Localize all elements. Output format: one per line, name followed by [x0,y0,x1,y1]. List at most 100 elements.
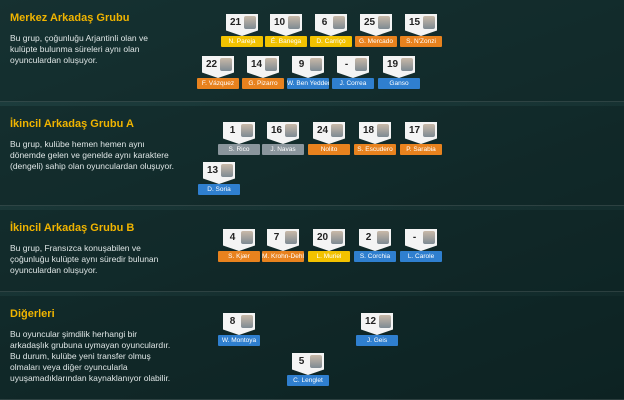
player-photo [220,58,232,71]
player-card[interactable]: 17 P. Sarabia [400,122,442,155]
player-number: 13 [206,165,219,176]
player-photo [333,16,345,29]
player-card[interactable]: - L. Carole [400,229,442,262]
player-name: D. Carriço [310,36,352,47]
player-number: 22 [205,59,218,70]
player-name: S. Kjær [218,251,260,262]
player-number: 21 [229,17,242,28]
player-number: 16 [270,125,283,136]
player-number: - [412,232,417,243]
player-name: É. Banega [265,36,307,47]
group-panel: İkincil Arkadaş Grubu A Bu grup, kulübe h… [0,106,624,206]
player-name: W. Ben Yedder [287,78,329,89]
player-number: 1 [229,125,236,136]
group-description: arkadaşlık grubuna uymayan oyunculardır. [10,340,171,350]
player-photo [423,16,435,29]
player-name: Nolito [308,144,350,155]
player-name: D. Soria [198,184,240,195]
player-number: 17 [408,125,421,136]
player-name: N. Pareja [221,36,263,47]
player-badge: 5 [292,353,324,375]
player-card[interactable]: 7 M. Krohn-Dehli [262,229,304,262]
group-panel: İkincil Arkadaş Grubu B Bu grup, Fransızc… [0,210,624,292]
group-description: çoğunluğu kulüpte aynı süredir bulunan [10,254,159,264]
player-number: 18 [362,125,375,136]
player-badge: 17 [405,122,437,144]
player-number: 6 [321,17,328,28]
player-photo [355,58,367,71]
player-card[interactable]: 8 W. Montoya [218,313,260,346]
player-card[interactable]: 2 S. Corchia [354,229,396,262]
player-name: G. Pizarro [242,78,284,89]
player-card[interactable]: 25 G. Mercado [355,14,397,47]
group-description: (dengeli) sahip olan oyunculardan oluşuy… [10,161,174,171]
player-badge: 8 [223,313,255,335]
player-badge: 10 [270,14,302,36]
player-card[interactable]: 4 S. Kjær [218,229,260,262]
player-card[interactable]: 18 S. Escudero [354,122,396,155]
player-photo [379,315,391,328]
player-name: J. Geis [356,335,398,346]
group-description: kulüpte bulunma süreleri aynı olan [10,44,140,54]
player-card[interactable]: 13 D. Soria [198,162,240,195]
group-description: uyuşamadıklarından kaynaklanıyor olabili… [10,373,171,383]
player-photo [310,58,322,71]
player-number: 2 [365,232,372,243]
player-card[interactable]: 21 N. Pareja [221,14,263,47]
player-photo [377,231,389,244]
player-badge: 12 [361,313,393,335]
group-description: olmaları veya diğer oyuncularla [10,362,128,372]
player-number: 7 [273,232,280,243]
player-photo [285,124,297,137]
group-description: Bu grup, Fransızca konuşabilen ve [10,243,141,253]
group-description: Bu grup, kulübe hemen hemen aynı [10,139,145,149]
player-name: L. Carole [400,251,442,262]
player-photo [285,231,297,244]
group-title: Diğerleri [10,308,55,320]
player-number: 10 [273,17,286,28]
player-card[interactable]: 12 J. Geis [356,313,398,346]
player-badge: 24 [313,122,345,144]
player-badge: 15 [405,14,437,36]
player-photo [310,355,322,368]
player-card[interactable]: 6 D. Carriço [310,14,352,47]
player-card[interactable]: 20 L. Muriel [308,229,350,262]
group-description: dönemde gelen ve genelde aynı karaktere [10,150,169,160]
player-card[interactable]: 5 C. Lenglet [287,353,329,386]
player-badge: 19 [383,56,415,78]
player-number: 24 [316,125,329,136]
player-badge: - [405,229,437,251]
player-card[interactable]: 15 S. N'Zonzi [400,14,442,47]
player-card[interactable]: 22 F. Vázquez [197,56,239,89]
player-card[interactable]: 10 É. Banega [265,14,307,47]
player-badge: - [337,56,369,78]
player-card[interactable]: 1 S. Rico [218,122,260,155]
player-photo [423,231,435,244]
player-card[interactable]: - J. Correa [332,56,374,89]
player-badge: 18 [359,122,391,144]
player-badge: 1 [223,122,255,144]
group-title: İkincil Arkadaş Grubu B [10,222,135,234]
player-name: Ganso [378,78,420,89]
group-description: oyunculardan oluşuyor. [10,265,98,275]
player-name: P. Sarabia [400,144,442,155]
player-name: L. Muriel [308,251,350,262]
player-number: 14 [250,59,263,70]
player-card[interactable]: 14 G. Pizarro [242,56,284,89]
player-number: 9 [298,59,305,70]
player-badge: 13 [203,162,235,184]
player-badge: 4 [223,229,255,251]
player-photo [221,164,233,177]
player-photo [288,16,300,29]
player-card[interactable]: 9 W. Ben Yedder [287,56,329,89]
player-card[interactable]: 24 Nolito [308,122,350,155]
player-card[interactable]: 19 Ganso [378,56,420,89]
player-name: G. Mercado [355,36,397,47]
player-name: M. Krohn-Dehli [262,251,304,262]
player-photo [423,124,435,137]
player-badge: 25 [360,14,392,36]
group-description: oyunculardan oluşuyor. [10,55,98,65]
player-card[interactable]: 16 J. Navas [262,122,304,155]
player-badge: 2 [359,229,391,251]
player-photo [331,231,343,244]
